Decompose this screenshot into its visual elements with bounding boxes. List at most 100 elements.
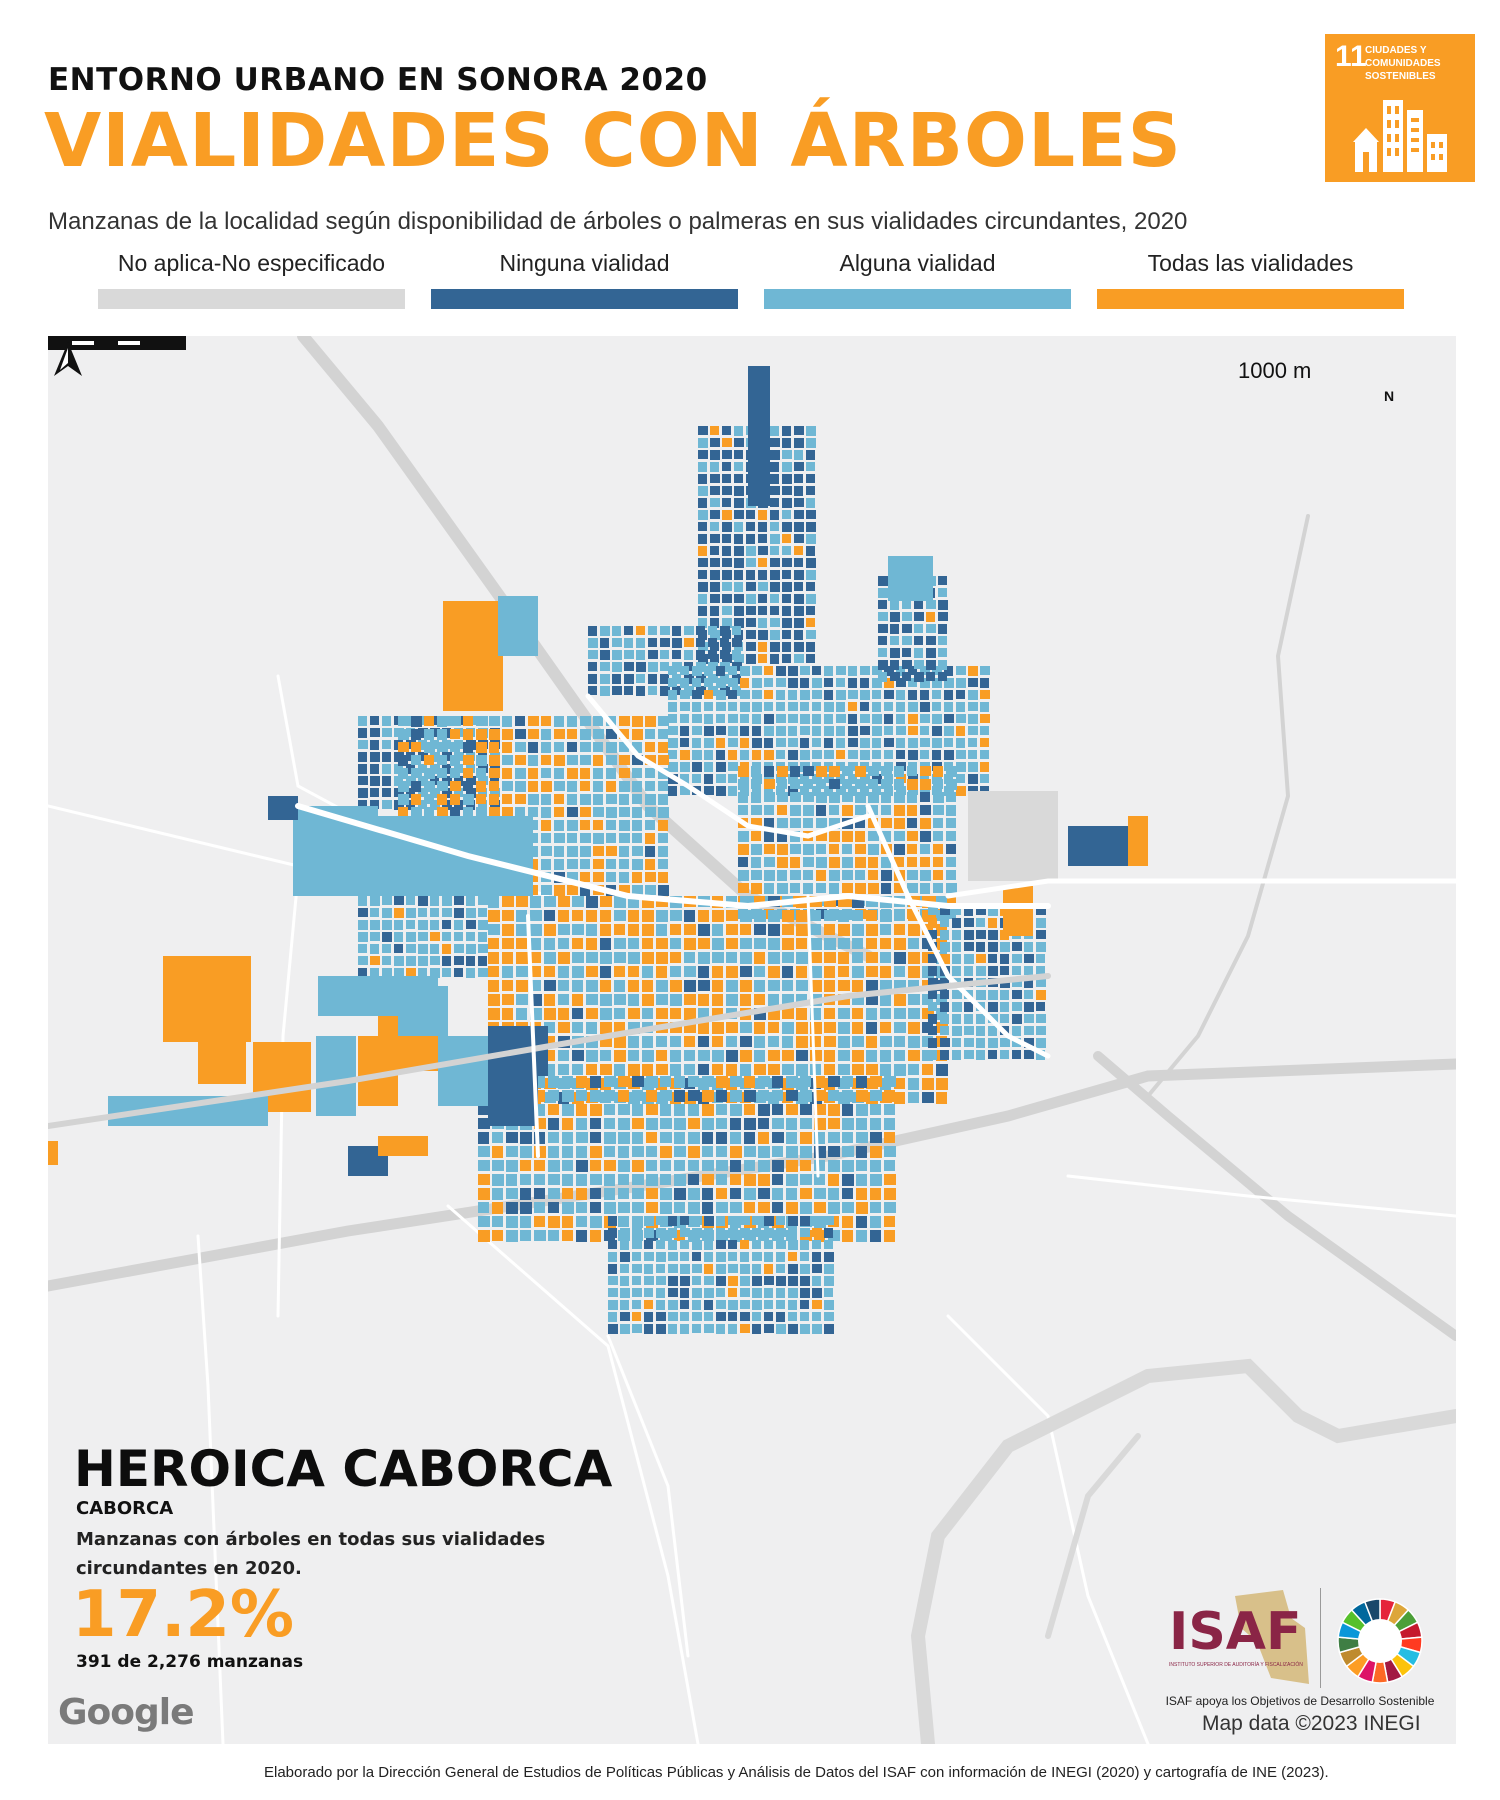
city-block bbox=[988, 954, 997, 963]
city-block bbox=[728, 774, 737, 783]
city-block bbox=[656, 924, 667, 936]
city-block bbox=[908, 910, 919, 921]
city-block bbox=[764, 1216, 774, 1226]
city-block bbox=[946, 818, 956, 828]
city-block bbox=[558, 896, 570, 907]
city-block bbox=[870, 1202, 881, 1213]
city-block bbox=[576, 1216, 587, 1227]
city-block bbox=[902, 624, 912, 633]
city-block bbox=[645, 755, 656, 765]
map-canvas[interactable]: 1000 m N bbox=[48, 336, 1456, 1744]
city-block bbox=[619, 885, 630, 896]
city-block bbox=[754, 1064, 766, 1075]
city-block bbox=[870, 1146, 882, 1158]
kicker-title: ENTORNO URBANO EN SONORA 2020 bbox=[48, 62, 708, 98]
city-block bbox=[938, 672, 947, 681]
city-block bbox=[794, 510, 804, 519]
city-block bbox=[782, 510, 791, 519]
city-block bbox=[964, 918, 974, 927]
city-block bbox=[752, 738, 762, 748]
city-block bbox=[752, 1324, 761, 1334]
city-block bbox=[593, 859, 604, 869]
city-block bbox=[712, 924, 723, 936]
city-block bbox=[684, 638, 694, 647]
city-block bbox=[418, 932, 428, 941]
city-block bbox=[914, 660, 924, 669]
west-parcel bbox=[268, 796, 298, 820]
city-block bbox=[710, 594, 720, 603]
city-block bbox=[894, 831, 905, 841]
city-block bbox=[702, 1104, 714, 1116]
city-block bbox=[894, 952, 906, 964]
city-block bbox=[516, 1008, 527, 1020]
city-block bbox=[878, 612, 888, 621]
city-block bbox=[740, 1276, 750, 1286]
city-block bbox=[567, 859, 578, 869]
city-block bbox=[848, 726, 858, 736]
city-block bbox=[855, 779, 866, 789]
city-block bbox=[758, 582, 768, 591]
city-block bbox=[800, 738, 809, 748]
city-block bbox=[988, 930, 998, 940]
city-block bbox=[554, 742, 564, 752]
city-block bbox=[406, 932, 416, 942]
city-block bbox=[600, 910, 611, 922]
city-block bbox=[734, 450, 743, 459]
city-block bbox=[411, 729, 421, 740]
city-block bbox=[776, 1312, 785, 1322]
city-block bbox=[618, 1118, 630, 1130]
city-block bbox=[740, 1064, 751, 1076]
city-block bbox=[614, 924, 625, 935]
city-block bbox=[489, 768, 500, 778]
west-parcel bbox=[48, 1141, 58, 1165]
city-block bbox=[880, 910, 892, 922]
city-block bbox=[692, 1324, 701, 1333]
city-block bbox=[746, 570, 755, 580]
city-block bbox=[770, 642, 780, 652]
city-block bbox=[567, 742, 577, 752]
city-block bbox=[880, 1008, 891, 1019]
city-block bbox=[776, 1264, 785, 1273]
city-block bbox=[548, 1188, 560, 1199]
city-block bbox=[674, 1188, 686, 1200]
city-block bbox=[728, 1228, 738, 1238]
city-block bbox=[646, 1132, 657, 1143]
city-block bbox=[541, 729, 551, 740]
city-block bbox=[777, 831, 787, 842]
city-block bbox=[608, 1264, 617, 1274]
municipality-name: CABORCA bbox=[76, 1498, 174, 1519]
city-block bbox=[806, 582, 815, 591]
city-block bbox=[692, 1264, 702, 1273]
legend-swatch bbox=[431, 289, 738, 309]
city-block bbox=[588, 674, 597, 684]
city-block bbox=[656, 1300, 665, 1310]
city-block bbox=[712, 994, 723, 1006]
city-block bbox=[933, 805, 944, 815]
city-block bbox=[722, 546, 731, 556]
city-block bbox=[502, 755, 513, 765]
city-block bbox=[463, 781, 473, 791]
city-block bbox=[788, 1228, 797, 1238]
city-block bbox=[600, 674, 610, 684]
city-block-map[interactable] bbox=[48, 336, 1456, 1744]
city-block bbox=[658, 807, 669, 818]
city-block bbox=[866, 952, 878, 963]
city-block bbox=[752, 1312, 761, 1321]
city-block bbox=[758, 1076, 770, 1087]
city-block bbox=[768, 980, 780, 991]
city-block bbox=[824, 1022, 836, 1033]
city-block bbox=[788, 690, 797, 700]
city-block bbox=[370, 752, 380, 762]
city-block bbox=[728, 1216, 738, 1225]
city-block bbox=[418, 716, 427, 725]
city-block bbox=[788, 1264, 798, 1274]
city-block bbox=[406, 896, 415, 905]
city-block bbox=[777, 857, 788, 868]
city-block bbox=[554, 807, 564, 817]
city-block bbox=[980, 690, 990, 699]
city-block bbox=[672, 626, 681, 636]
city-block bbox=[632, 716, 643, 727]
city-block bbox=[855, 766, 866, 777]
city-block bbox=[751, 766, 761, 777]
city-block bbox=[952, 918, 961, 928]
